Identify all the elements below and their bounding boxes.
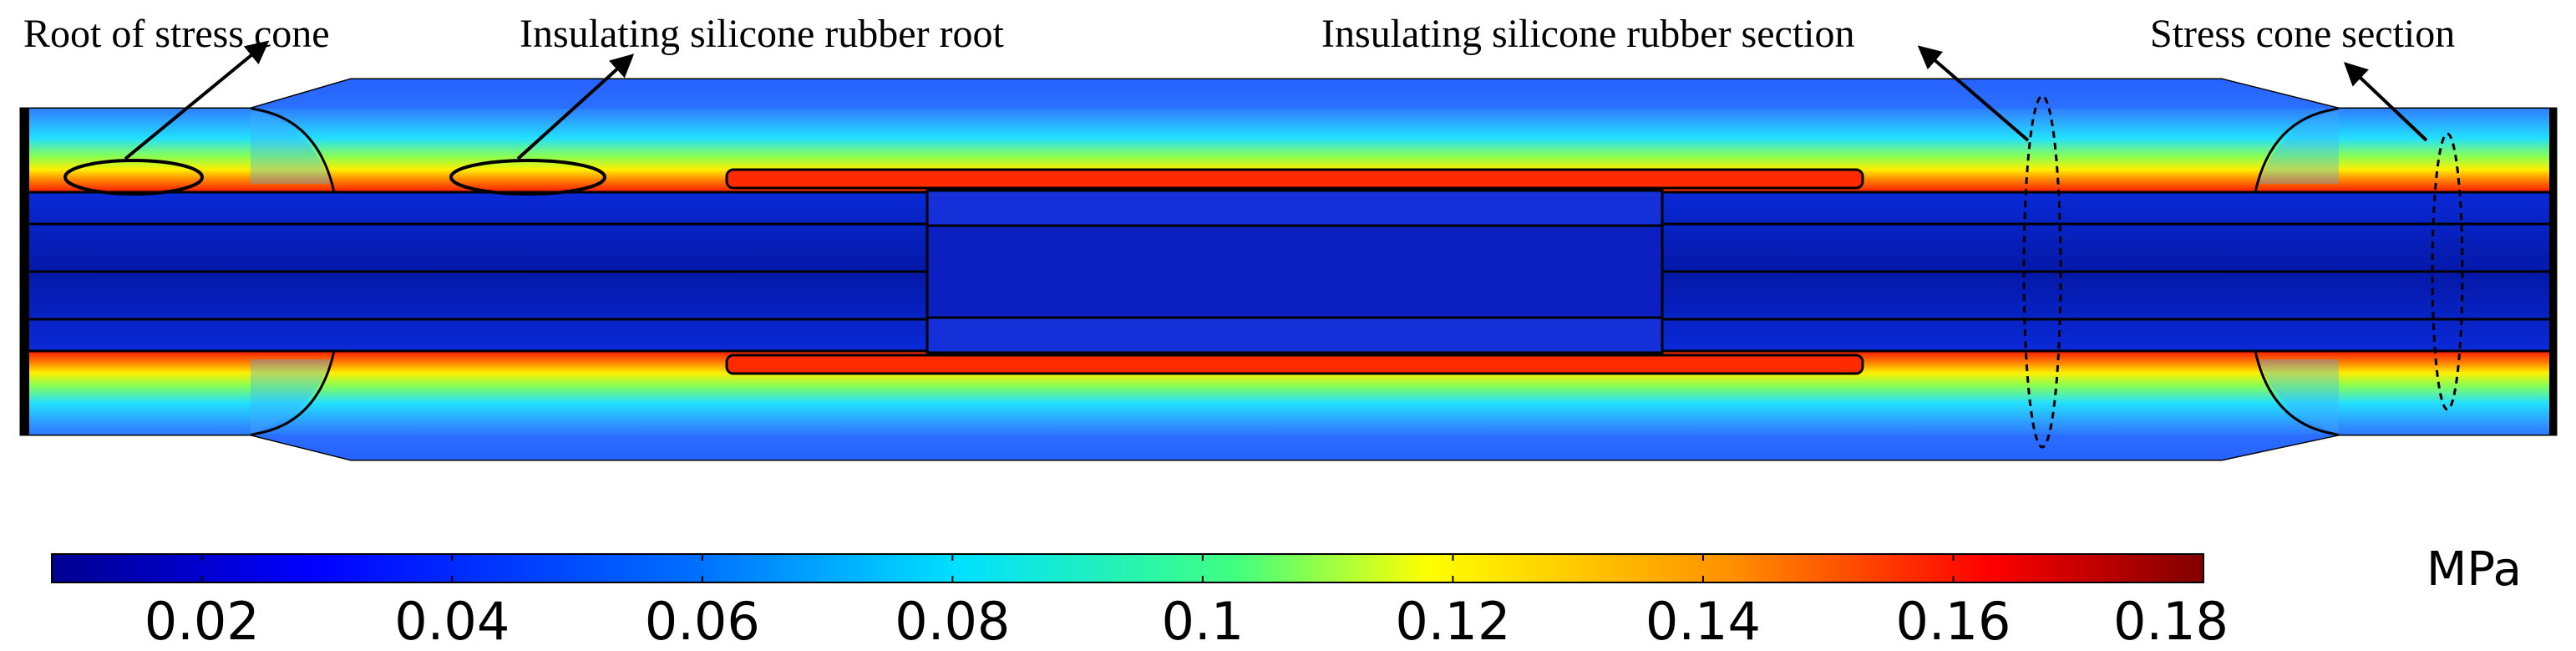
- annotation-labels: Root of stress cone Insulating silicone …: [23, 12, 2455, 56]
- colorbar-tick-label: 0.02: [145, 591, 260, 651]
- label-root-stress-cone: Root of stress cone: [23, 12, 330, 56]
- colorbar-tick-label: 0.16: [1895, 591, 2011, 651]
- colorbar-tick-label: 0.06: [645, 591, 760, 651]
- insulating-section-arrow: [1917, 45, 2030, 142]
- annotation-markers: [63, 40, 2464, 449]
- colorbar-ticks: 0.02 0.04 0.06 0.08 0.1 0.12 0.14 0.16 0.18: [145, 554, 2229, 651]
- colorbar-tick-label: 0.12: [1395, 591, 1510, 651]
- left-stress-cone-upper: [250, 107, 336, 193]
- hv-shield-lower: [725, 353, 1864, 375]
- lower-stress-band: [21, 351, 2556, 460]
- right-stress-cone-lower: [2254, 350, 2340, 436]
- insulating-root-arrow: [516, 53, 635, 160]
- stress-cone-section-marker: [2431, 132, 2464, 411]
- colorbar-unit: MPa: [2426, 542, 2522, 597]
- colorbar-gradient: [51, 553, 2204, 583]
- insulating-section-marker: [2022, 94, 2062, 449]
- hv-shield-upper: [725, 168, 1864, 190]
- root-stress-cone-marker: [63, 159, 204, 196]
- right-stress-cone-upper: [2254, 107, 2340, 193]
- colorbar-tick-label: 0.14: [1645, 591, 1761, 651]
- label-insulating-root: Insulating silicone rubber root: [520, 12, 1005, 56]
- colorbar-tick-label: 0.08: [895, 591, 1010, 651]
- joint-cross-section: [19, 78, 2558, 461]
- colorbar-tick-label: 0.18: [2113, 591, 2229, 651]
- colorbar-tick-label: 0.1: [1162, 591, 1245, 651]
- stress-cone-section-arrow: [2343, 62, 2428, 142]
- label-insulating-section: Insulating silicone rubber section: [1321, 12, 1855, 56]
- root-stress-cone-arrow: [124, 40, 270, 160]
- left-stress-cone-lower: [250, 350, 336, 436]
- label-stress-cone-section: Stress cone section: [2150, 12, 2455, 56]
- insulating-root-marker: [449, 159, 606, 196]
- colorbar: 0.02 0.04 0.06 0.08 0.1 0.12 0.14 0.16 0.18 MPa: [51, 542, 2522, 651]
- colorbar-tick-label: 0.04: [394, 591, 510, 651]
